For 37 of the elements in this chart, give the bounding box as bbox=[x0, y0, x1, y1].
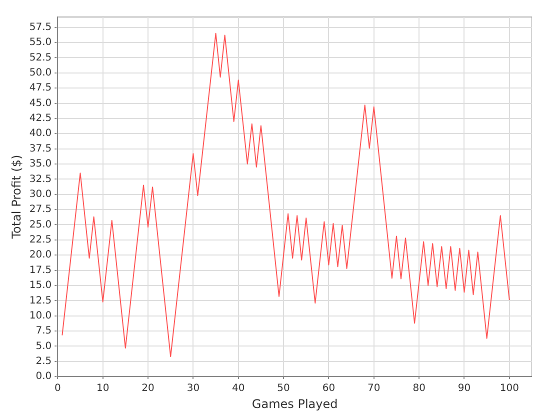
y-tick-label: 0.0 bbox=[36, 371, 52, 382]
x-tick-label: 20 bbox=[142, 383, 154, 394]
x-tick-label: 50 bbox=[277, 383, 290, 394]
x-tick-label: 70 bbox=[368, 383, 380, 394]
x-tick-label: 100 bbox=[500, 383, 519, 394]
y-tick-label: 20.0 bbox=[29, 250, 52, 261]
y-tick-label: 55.0 bbox=[29, 37, 52, 48]
y-tick-label: 45.0 bbox=[29, 98, 52, 109]
y-tick-label: 30.0 bbox=[29, 188, 52, 200]
x-tick-label: 80 bbox=[412, 383, 426, 394]
y-tick-label: 10.0 bbox=[29, 310, 52, 322]
x-tick-label: 60 bbox=[322, 383, 336, 394]
x-tick-label: 10 bbox=[96, 383, 110, 394]
y-tick-label: 27.5 bbox=[29, 204, 52, 216]
y-tick-label: 57.5 bbox=[29, 22, 52, 33]
y-tick-label: 35.0 bbox=[29, 158, 52, 170]
y-tick-label: 32.5 bbox=[29, 174, 52, 185]
y-tick-label: 7.5 bbox=[36, 326, 52, 337]
x-tick-label: 30 bbox=[186, 383, 200, 394]
y-tick-label: 47.5 bbox=[29, 82, 52, 94]
y-tick-label: 15.0 bbox=[29, 280, 52, 292]
x-tick-label: 40 bbox=[232, 383, 245, 394]
x-tick-label: 0 bbox=[54, 383, 61, 394]
y-axis-title: Total Profit ($) bbox=[9, 154, 24, 240]
y-tick-label: 2.5 bbox=[36, 356, 52, 368]
y-tick-label: 52.5 bbox=[29, 52, 52, 64]
y-tick-label: 50.0 bbox=[29, 67, 52, 78]
y-tick-label: 25.0 bbox=[29, 219, 52, 230]
y-tick-label: 5.0 bbox=[36, 340, 52, 352]
y-tick-label: 37.5 bbox=[29, 143, 52, 154]
x-tick-label: 90 bbox=[458, 383, 471, 394]
y-tick-label: 42.5 bbox=[29, 113, 52, 124]
x-axis-title: Games Played bbox=[252, 396, 338, 411]
y-tick-label: 22.5 bbox=[29, 234, 52, 246]
y-tick-label: 17.5 bbox=[29, 264, 52, 276]
y-tick-label: 40.0 bbox=[29, 128, 52, 140]
y-tick-label: 12.5 bbox=[29, 295, 52, 306]
